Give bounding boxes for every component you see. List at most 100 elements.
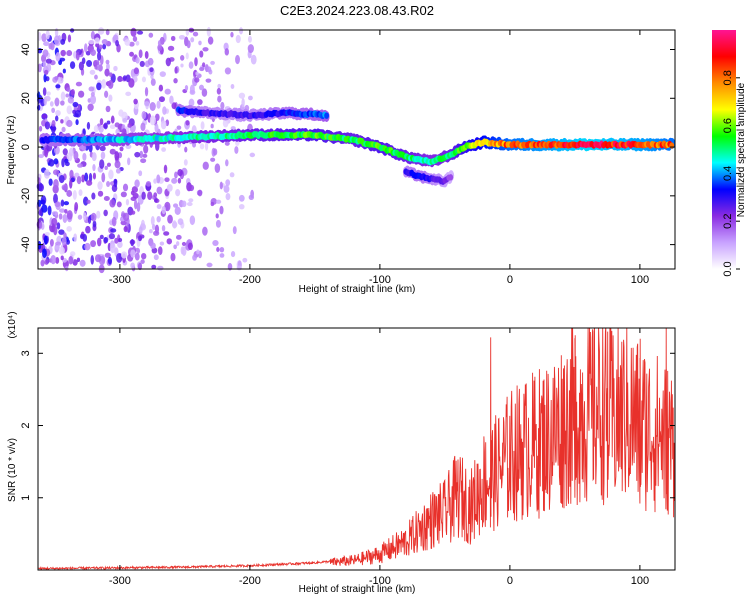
heatmap-noise-cell <box>137 262 143 271</box>
heatmap-noise-cell <box>164 177 170 183</box>
heatmap-noise-cell <box>216 87 222 95</box>
heatmap-ridge-point <box>324 112 329 119</box>
heatmap-noise-cell <box>134 179 140 188</box>
heatmap-x-tick-label: -100 <box>369 274 391 286</box>
heatmap-noise-cell <box>92 220 97 228</box>
heatmap-noise-cell <box>159 241 165 246</box>
heatmap-noise-cell <box>52 126 57 131</box>
heatmap-x-ticks: -300 -200 -100 0 100 <box>109 30 649 286</box>
heatmap-noise-cell <box>122 75 127 81</box>
heatmap-noise-cell <box>66 210 73 220</box>
heatmap-noise-cell <box>53 158 59 165</box>
heatmap-noise-cell <box>72 189 77 200</box>
heatmap-noise-cell <box>187 242 193 251</box>
snr-x-ticks: -300 -200 -100 0 100 <box>109 328 649 587</box>
heatmap-noise-cell <box>97 190 104 197</box>
heatmap-noise-cell <box>61 184 68 191</box>
heatmap-noise-cell <box>171 177 178 184</box>
heatmap-y-tick-label: -20 <box>20 188 32 204</box>
heatmap-noise-cell <box>79 259 86 267</box>
heatmap-noise-cell <box>238 203 245 210</box>
heatmap-noise-cell <box>120 191 127 198</box>
heatmap-noise-cell <box>38 183 44 192</box>
heatmap-noise-cell <box>224 67 232 75</box>
heatmap-noise-cell <box>113 178 118 188</box>
heatmap-noise-cell <box>78 90 85 98</box>
heatmap-noise-cell <box>95 42 100 48</box>
heatmap-noise-cell <box>50 42 55 51</box>
heatmap-noise-cell <box>108 169 114 180</box>
heatmap-noise-cell <box>107 79 114 89</box>
snr-panel: -300 -200 -100 0 100 1 2 3 Height of straight … <box>7 311 676 595</box>
heatmap-noise-cell <box>170 252 176 262</box>
heatmap-noise-cell <box>42 61 47 68</box>
heatmap-noise-cell <box>91 152 97 162</box>
heatmap-noise-cell <box>183 159 188 166</box>
snr-y-tick-label: 3 <box>20 350 32 356</box>
heatmap-noise-cell <box>92 172 97 180</box>
heatmap-noise-cell <box>129 41 135 47</box>
heatmap-noise-cell <box>110 115 115 124</box>
heatmap-noise-cell <box>202 47 209 52</box>
heatmap-noise-cell <box>144 86 149 97</box>
heatmap-noise-cell <box>41 119 47 127</box>
heatmap-noise-cell <box>61 158 65 168</box>
heatmap-noise-cell <box>110 228 117 233</box>
snr-x-tick-label: -100 <box>369 575 391 587</box>
heatmap-noise-cell <box>161 205 166 215</box>
heatmap-noise-cell <box>63 201 70 206</box>
heatmap-noise-cell <box>148 32 154 38</box>
heatmap-noise-cell <box>175 234 182 240</box>
heatmap-noise-cell <box>51 217 58 227</box>
snr-y-ticks: 1 2 3 <box>20 350 675 501</box>
heatmap-noise-cell <box>123 225 128 233</box>
heatmap-noise-cell <box>77 214 83 220</box>
heatmap-noise-cell <box>74 201 79 212</box>
heatmap-noise-cell <box>60 255 64 261</box>
heatmap-y-tick-label: 20 <box>20 92 32 104</box>
heatmap-noise-cell <box>223 185 230 193</box>
heatmap-noise-cell <box>163 231 170 236</box>
heatmap-noise-cell <box>105 105 111 113</box>
heatmap-noise-cell <box>219 246 225 253</box>
heatmap-noise-cell <box>54 75 59 81</box>
colorbar-tick-label: 0.6 <box>722 118 734 133</box>
heatmap-noise-cell <box>143 144 149 154</box>
heatmap-noise-cell <box>192 254 197 261</box>
heatmap-x-tick-label: 0 <box>507 274 513 286</box>
heatmap-noise-cell <box>98 44 103 50</box>
heatmap-noise-cell <box>114 122 120 128</box>
heatmap-noise-cell <box>42 87 47 96</box>
heatmap-noise-cell <box>53 178 59 189</box>
heatmap-noise-cell <box>73 150 79 161</box>
heatmap-noise-cell <box>116 201 122 208</box>
heatmap-noise-cell <box>70 88 75 96</box>
heatmap-noise-cell <box>37 240 42 250</box>
heatmap-noise-cell <box>215 199 222 204</box>
heatmap-noise-cell <box>105 29 110 36</box>
heatmap-noise-cell <box>215 213 219 219</box>
heatmap-noise-cell <box>56 222 61 230</box>
heatmap-noise-cell <box>74 110 82 118</box>
heatmap-noise-cell <box>44 69 49 75</box>
heatmap-noise-cell <box>60 49 66 57</box>
colorbar-ticks: 0.0 0.2 0.4 0.6 0.8 <box>722 70 740 277</box>
heatmap-noise-cell <box>199 50 204 58</box>
snr-x-tick-label: 0 <box>507 575 513 587</box>
heatmap-noise-cell <box>198 84 205 91</box>
heatmap-noise-cell <box>105 59 110 65</box>
heatmap-noise-cell <box>86 60 93 68</box>
heatmap-noise-cell <box>86 199 91 204</box>
heatmap-noise-cell <box>99 145 106 152</box>
heatmap-noise-cell <box>103 237 109 244</box>
heatmap-noise-cell <box>106 162 112 167</box>
colorbar-label: Normalized spectral amplitude <box>736 82 747 217</box>
heatmap-x-axis-title: Height of straight line (km) <box>299 284 416 295</box>
heatmap-noise-cell <box>156 174 161 184</box>
heatmap-noise-cell <box>177 177 182 184</box>
heatmap-noise-cell <box>48 159 55 167</box>
heatmap-noise-cell <box>171 102 177 110</box>
heatmap-noise-cell <box>77 163 83 168</box>
